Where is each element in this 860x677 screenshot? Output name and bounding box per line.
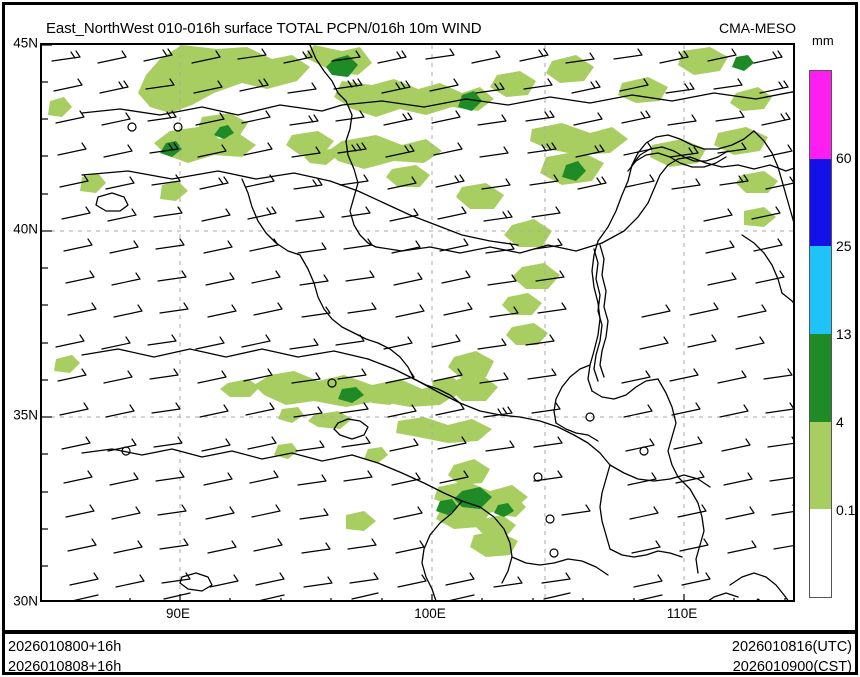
agency-label: CMA-MESO (719, 20, 796, 36)
x-tick-90e: 90E (165, 606, 191, 621)
colorbar-tick-13: 13 (836, 326, 852, 342)
footer-valid-time-cst: 2026010900(CST) (732, 659, 852, 675)
axis-ticks-layer (42, 45, 786, 600)
colorbar-band-0.1-4 (810, 421, 831, 510)
footer-divider (5, 630, 855, 634)
precipitation-colorbar[interactable] (809, 70, 832, 598)
colorbar-unit-label: mm (812, 33, 834, 48)
colorbar-tick-25: 25 (836, 238, 852, 254)
colorbar-tick-60: 60 (836, 150, 852, 166)
colorbar-tick-0.1: 0.1 (836, 502, 856, 518)
y-tick-30n: 30N (13, 593, 38, 609)
colorbar-band-4-13 (810, 334, 831, 422)
y-tick-40n: 40N (13, 221, 38, 237)
geographic-boundaries-layer (81, 45, 793, 600)
footer-init-time-utc: 2026010800+16h (8, 639, 122, 655)
colorbar-band-0-0.1 (810, 509, 831, 598)
map-canvas (42, 45, 793, 600)
y-tick-45n: 45N (13, 35, 38, 51)
map-plot-area[interactable] (40, 43, 795, 602)
x-tick-110e: 110E (666, 606, 698, 621)
colorbar-band-60plus (810, 71, 831, 159)
wind-barbs-layer (51, 48, 793, 600)
y-axis-labels: 45N 40N 35N 30N (0, 0, 38, 677)
colorbar-tick-4: 4 (836, 414, 844, 430)
colorbar-band-13-25 (810, 246, 831, 335)
footer-init-time-cst: 2026010808+16h (8, 659, 122, 675)
page-title: East_NorthWest 010-016h surface TOTAL PC… (46, 20, 482, 37)
x-tick-100e: 100E (414, 606, 446, 621)
y-tick-35n: 35N (13, 407, 38, 423)
colorbar-band-25-60 (810, 158, 831, 247)
gridlines-layer (42, 45, 793, 600)
footer-valid-time-utc: 2026010816(UTC) (731, 639, 852, 655)
